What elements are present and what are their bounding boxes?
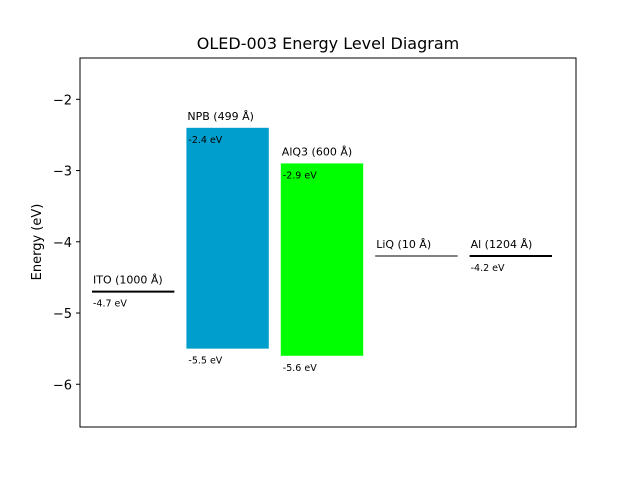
- layer-label-1: NPB (499 Å): [187, 110, 254, 123]
- y-tick-label-4: −6: [53, 378, 72, 393]
- layer-label-0: ITO (1000 Å): [93, 274, 163, 287]
- layer-label-3: LiQ (10 Å): [376, 238, 431, 251]
- homo-label-2: -5.6 eV: [283, 363, 317, 374]
- band-bar-1: [186, 127, 269, 349]
- lumo-label-1: -2.4 eV: [188, 135, 222, 146]
- homo-label-1: -5.5 eV: [188, 356, 222, 367]
- y-tick-label-1: −3: [53, 165, 72, 180]
- chart-title: OLED-003 Energy Level Diagram: [197, 34, 459, 53]
- layer-label-4: Al (1204 Å): [471, 238, 533, 251]
- level-value-label-4: -4.2 eV: [471, 263, 505, 274]
- y-tick-label-0: −2: [53, 93, 72, 108]
- level-value-label-0: -4.7 eV: [93, 299, 127, 310]
- lumo-label-2: -2.9 eV: [283, 170, 317, 181]
- plot-frame: [79, 57, 577, 428]
- axes: −2 −3 −4 −5 −6: [53, 57, 577, 428]
- layer-label-2: AlQ3 (600 Å): [282, 145, 352, 158]
- y-axis-label: Energy (eV): [30, 204, 45, 281]
- chart-marks: ITO (1000 Å) -4.7 eV NPB (499 Å) -2.4 eV -5.…: [92, 110, 552, 374]
- band-bar-2: [280, 163, 364, 356]
- y-tick-label-2: −4: [53, 236, 72, 251]
- y-tick-label-3: −5: [53, 307, 72, 322]
